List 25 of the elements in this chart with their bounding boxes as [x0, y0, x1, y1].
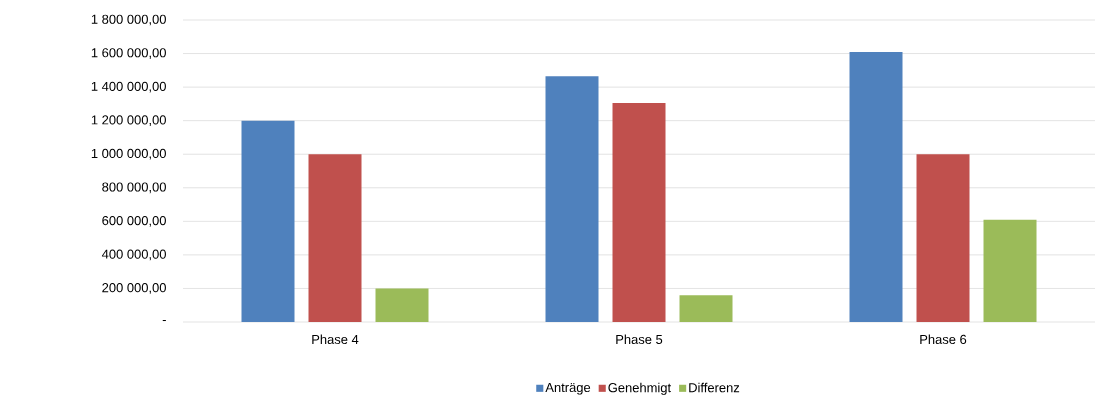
bar: [849, 51, 903, 322]
bar: [983, 219, 1037, 322]
y-tick-label: 1 600 000,00: [91, 48, 166, 59]
x-tick-label: Phase 4: [312, 334, 359, 345]
bar: [308, 154, 362, 322]
y-tick-label: -: [162, 320, 166, 322]
x-tick-label: Phase 6: [920, 334, 967, 345]
bar: [241, 120, 295, 322]
y-tick-label: 1 200 000,00: [91, 115, 166, 127]
y-tick-label: 200 000,00: [102, 283, 166, 294]
bar: [916, 154, 970, 322]
x-tick-label: Phase 5: [616, 334, 663, 345]
legend-label: Differenz: [689, 382, 740, 393]
bar: [545, 76, 599, 322]
y-tick-label: 600 000,00: [102, 215, 166, 227]
y-tick-label: 1 400 000,00: [91, 81, 166, 93]
legend-label: Anträge: [545, 383, 591, 395]
legend-label: Genehmigt: [608, 382, 671, 395]
bar: [375, 288, 429, 322]
y-tick-label: 1 000 000,00: [91, 148, 166, 160]
bar: [679, 295, 733, 322]
bar: [612, 103, 666, 322]
y-tick-label: 800 000,00: [102, 182, 166, 194]
y-tick-label: 1 800 000,00: [91, 14, 166, 26]
y-tick-label: 400 000,00: [101, 249, 166, 261]
